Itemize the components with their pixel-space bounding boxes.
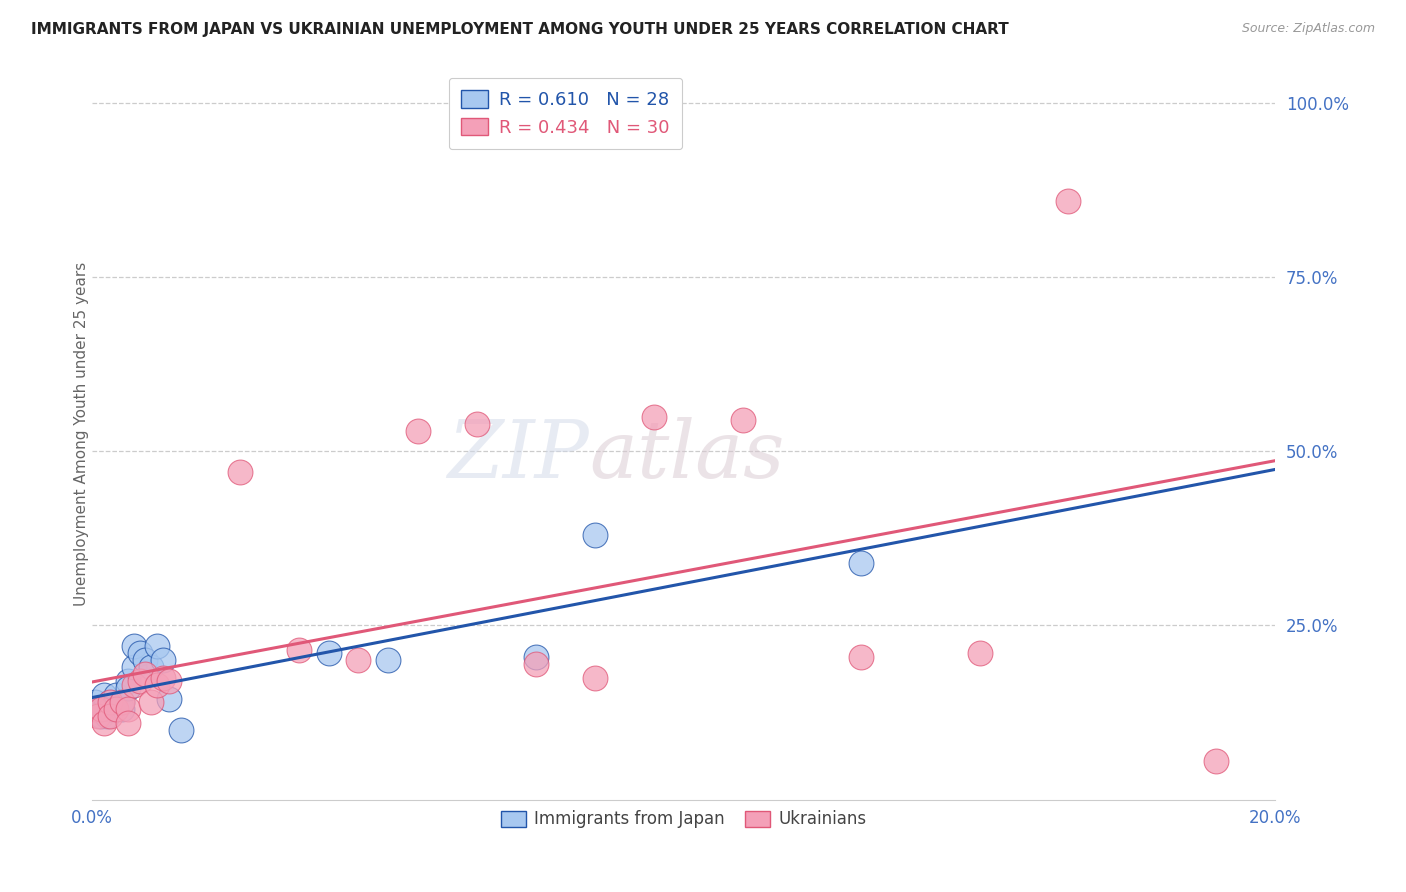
Point	[117, 715, 139, 730]
Point	[93, 702, 115, 716]
Point	[141, 695, 163, 709]
Point	[1057, 194, 1080, 208]
Point	[465, 417, 488, 431]
Point	[146, 640, 169, 654]
Point	[731, 413, 754, 427]
Point	[157, 674, 180, 689]
Point	[128, 674, 150, 689]
Point	[152, 671, 174, 685]
Point	[969, 646, 991, 660]
Text: atlas: atlas	[589, 417, 785, 495]
Point	[406, 424, 429, 438]
Point	[141, 660, 163, 674]
Point	[98, 709, 121, 723]
Point	[643, 409, 665, 424]
Point	[851, 556, 873, 570]
Point	[96, 709, 118, 723]
Point	[318, 646, 340, 660]
Point	[98, 695, 121, 709]
Point	[170, 723, 193, 737]
Point	[93, 715, 115, 730]
Point	[104, 702, 127, 716]
Y-axis label: Unemployment Among Youth under 25 years: Unemployment Among Youth under 25 years	[73, 262, 89, 607]
Point	[111, 695, 134, 709]
Point	[111, 702, 134, 716]
Point	[98, 695, 121, 709]
Point	[851, 649, 873, 664]
Point	[157, 691, 180, 706]
Point	[98, 702, 121, 716]
Point	[524, 657, 547, 671]
Text: ZIP: ZIP	[447, 417, 589, 495]
Point	[146, 678, 169, 692]
Point	[84, 695, 107, 709]
Point	[134, 667, 156, 681]
Point	[347, 653, 370, 667]
Point	[229, 465, 252, 479]
Point	[134, 653, 156, 667]
Point	[288, 643, 311, 657]
Point	[152, 653, 174, 667]
Point	[583, 528, 606, 542]
Point	[524, 649, 547, 664]
Text: IMMIGRANTS FROM JAPAN VS UKRAINIAN UNEMPLOYMENT AMONG YOUTH UNDER 25 YEARS CORRE: IMMIGRANTS FROM JAPAN VS UKRAINIAN UNEMP…	[31, 22, 1008, 37]
Point	[84, 702, 107, 716]
Point	[117, 681, 139, 695]
Point	[122, 678, 145, 692]
Point	[117, 674, 139, 689]
Point	[128, 646, 150, 660]
Point	[87, 702, 110, 716]
Point	[117, 702, 139, 716]
Point	[104, 688, 127, 702]
Point	[1205, 754, 1227, 768]
Point	[90, 702, 112, 716]
Text: Source: ZipAtlas.com: Source: ZipAtlas.com	[1241, 22, 1375, 36]
Point	[111, 695, 134, 709]
Point	[90, 709, 112, 723]
Point	[583, 671, 606, 685]
Point	[122, 660, 145, 674]
Point	[87, 709, 110, 723]
Point	[104, 702, 127, 716]
Point	[122, 640, 145, 654]
Point	[377, 653, 399, 667]
Point	[93, 688, 115, 702]
Legend: Immigrants from Japan, Ukrainians: Immigrants from Japan, Ukrainians	[495, 804, 873, 835]
